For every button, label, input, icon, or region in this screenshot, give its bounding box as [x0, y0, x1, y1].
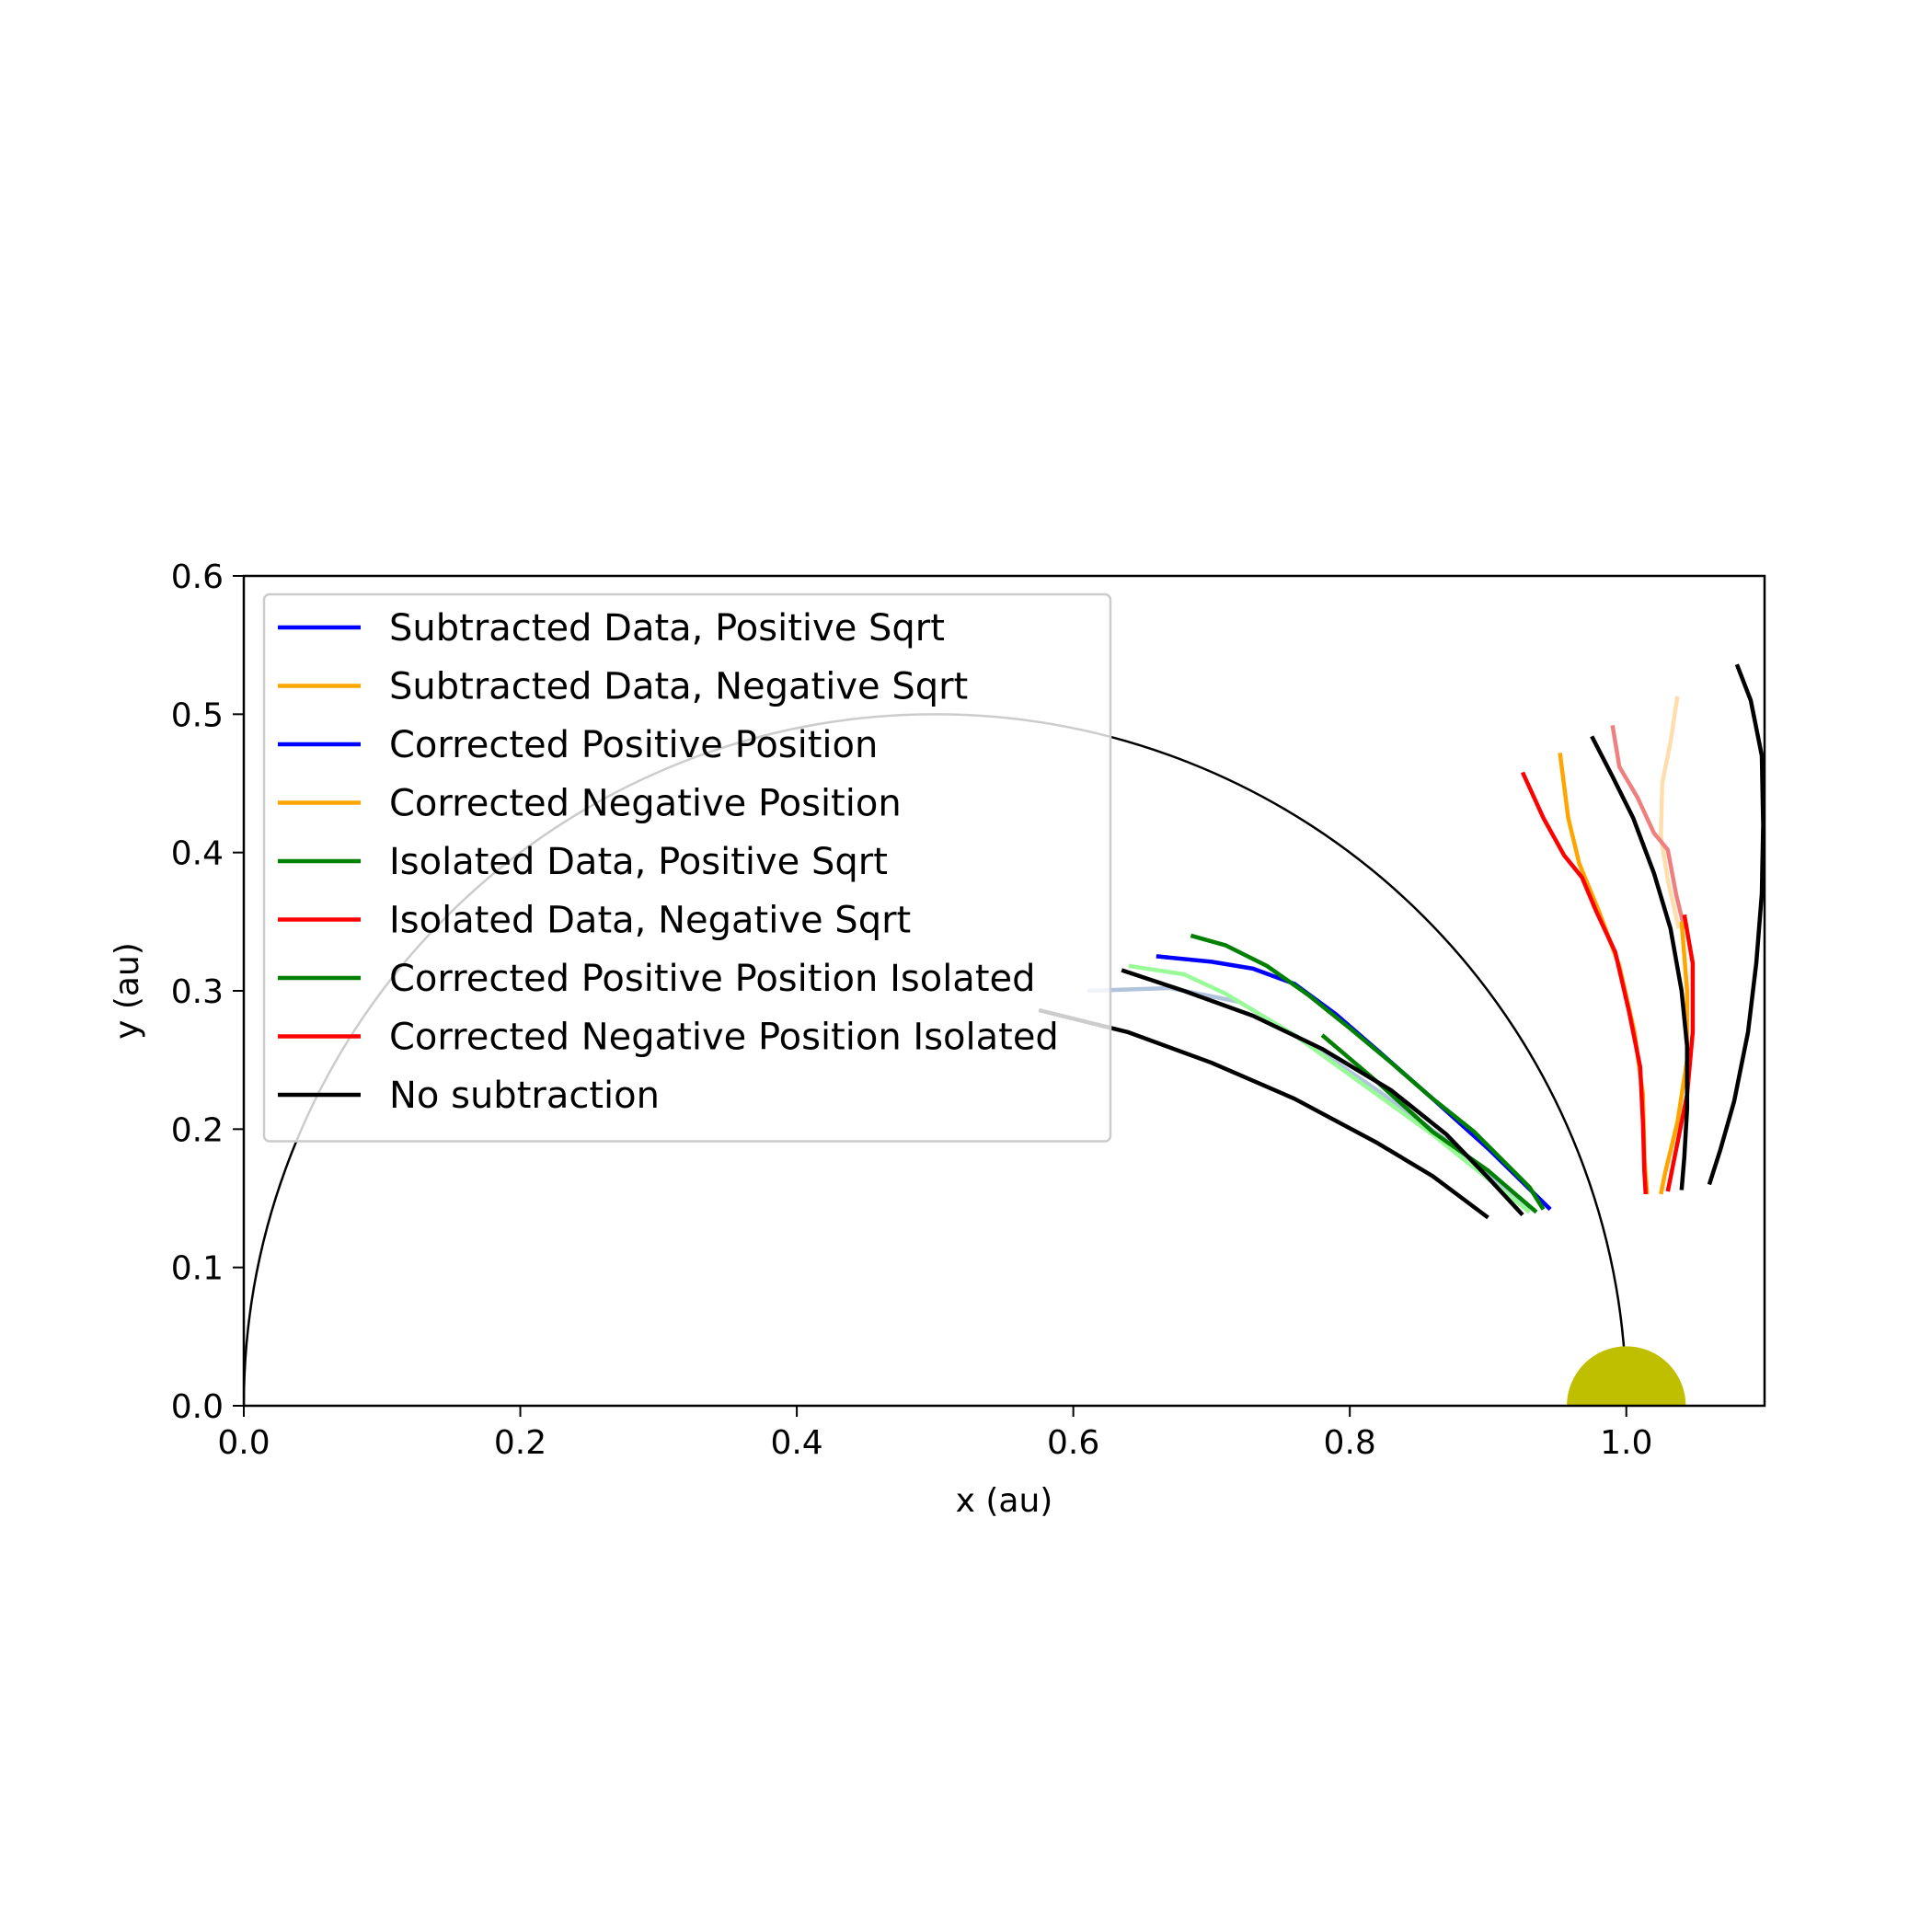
legend-label: Corrected Negative Position Isolated [389, 1017, 1059, 1059]
series-line [1590, 735, 1690, 1190]
legend-label: Corrected Positive Position [389, 724, 878, 766]
y-axis-label: y (au) [109, 942, 146, 1040]
legend-label: Corrected Negative Position [389, 783, 902, 825]
series-line [1121, 968, 1524, 1217]
y-tick-label: 0.6 [171, 558, 224, 596]
series-line [1659, 921, 1690, 1195]
x-tick-label: 0.4 [770, 1424, 822, 1462]
plot-area [244, 663, 1765, 1406]
legend-label: Isolated Data, Positive Sqrt [389, 841, 888, 883]
series-line [1707, 663, 1765, 1186]
legend: Subtracted Data, Positive Sqrt Subtracted… [262, 592, 1112, 1143]
series-line [1610, 725, 1686, 929]
y-tick-label: 0.0 [171, 1388, 224, 1426]
y-tick-label: 0.1 [171, 1250, 224, 1288]
y-tick-label: 0.3 [171, 973, 224, 1011]
x-tick-label: 0.2 [494, 1424, 546, 1462]
legend-label: Subtracted Data, Negative Sqrt [389, 666, 968, 708]
legend-box [262, 592, 1112, 1143]
legend-label: Isolated Data, Negative Sqrt [389, 900, 911, 942]
series-line [1156, 954, 1552, 1212]
legend-label: Corrected Positive Position Isolated [389, 958, 1036, 1000]
y-tick-label: 0.4 [171, 835, 224, 873]
x-tick-label: 0.6 [1047, 1424, 1099, 1462]
x-axis-label: x (au) [956, 1482, 1053, 1520]
x-tick-label: 1.0 [1600, 1424, 1652, 1462]
series-line [1190, 933, 1546, 1211]
x-tick-label: 0.0 [217, 1424, 270, 1462]
series-line [1038, 1007, 1489, 1220]
tick-group: 0.0 0.2 0.4 0.6 0.8 1.0 0.0 0.1 0.2 0.3 0.4 0.5 0.6 [171, 558, 1653, 1462]
series-line [1665, 914, 1696, 1192]
series-line [1320, 1033, 1538, 1214]
series-line [1659, 696, 1681, 929]
earth-marker [1567, 1346, 1686, 1406]
legend-label: No subtraction [389, 1075, 660, 1117]
x-tick-label: 0.8 [1324, 1424, 1376, 1462]
y-tick-label: 0.5 [171, 696, 224, 734]
y-tick-label: 0.2 [171, 1111, 224, 1149]
series-line [1520, 771, 1649, 1195]
legend-label: Subtracted Data, Positive Sqrt [389, 607, 945, 650]
